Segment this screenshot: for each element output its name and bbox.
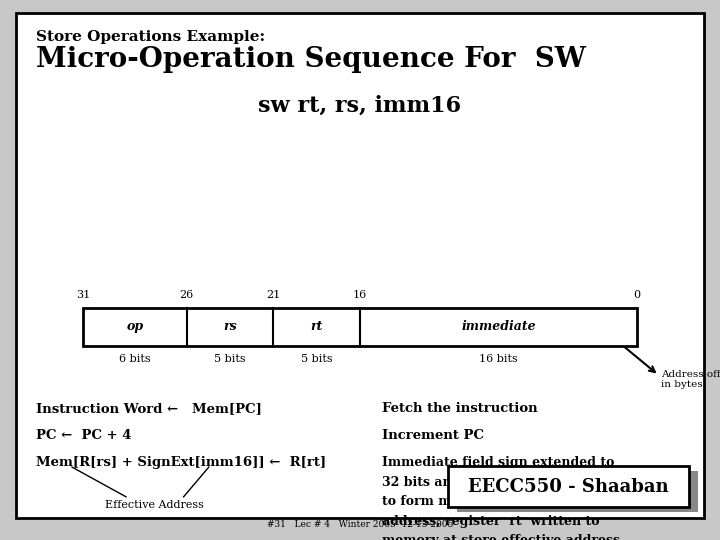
- Text: Immediate field sign extended to
32 bits and added to register  rs
to form memor: Immediate field sign extended to 32 bits…: [382, 456, 624, 540]
- Text: Mem[R[rs] + SignExt[imm16]] ←  R[rt]: Mem[R[rs] + SignExt[imm16]] ← R[rt]: [36, 456, 326, 469]
- Bar: [448, 466, 689, 507]
- Bar: [457, 471, 698, 512]
- Text: Effective Address: Effective Address: [105, 500, 204, 510]
- Text: 5 bits: 5 bits: [301, 354, 333, 364]
- Text: rt: rt: [310, 320, 323, 333]
- Text: Address offset
in bytes: Address offset in bytes: [661, 370, 720, 389]
- Text: Store Operations Example:: Store Operations Example:: [36, 30, 265, 44]
- Text: PC ←  PC + 4: PC ← PC + 4: [36, 429, 132, 442]
- Text: 0: 0: [634, 289, 641, 300]
- Text: 26: 26: [179, 289, 194, 300]
- Text: 16 bits: 16 bits: [480, 354, 518, 364]
- Text: immediate: immediate: [462, 320, 536, 333]
- Bar: [83, 308, 637, 346]
- Text: 6 bits: 6 bits: [119, 354, 150, 364]
- Text: op: op: [126, 320, 143, 333]
- Text: Fetch the instruction: Fetch the instruction: [382, 402, 537, 415]
- Text: 21: 21: [266, 289, 281, 300]
- Text: Increment PC: Increment PC: [382, 429, 484, 442]
- Text: 16: 16: [353, 289, 367, 300]
- Text: sw rt, rs, imm16: sw rt, rs, imm16: [258, 94, 462, 117]
- Text: rs: rs: [223, 320, 237, 333]
- Text: #31   Lec # 4   Winter 2005  12-13-2005: #31 Lec # 4 Winter 2005 12-13-2005: [267, 521, 453, 529]
- Text: 5 bits: 5 bits: [215, 354, 246, 364]
- Text: 31: 31: [76, 289, 90, 300]
- Text: Instruction Word ←   Mem[PC]: Instruction Word ← Mem[PC]: [36, 402, 262, 415]
- Text: EECC550 - Shaaban: EECC550 - Shaaban: [468, 478, 668, 496]
- Text: Micro-Operation Sequence For  SW: Micro-Operation Sequence For SW: [36, 46, 586, 73]
